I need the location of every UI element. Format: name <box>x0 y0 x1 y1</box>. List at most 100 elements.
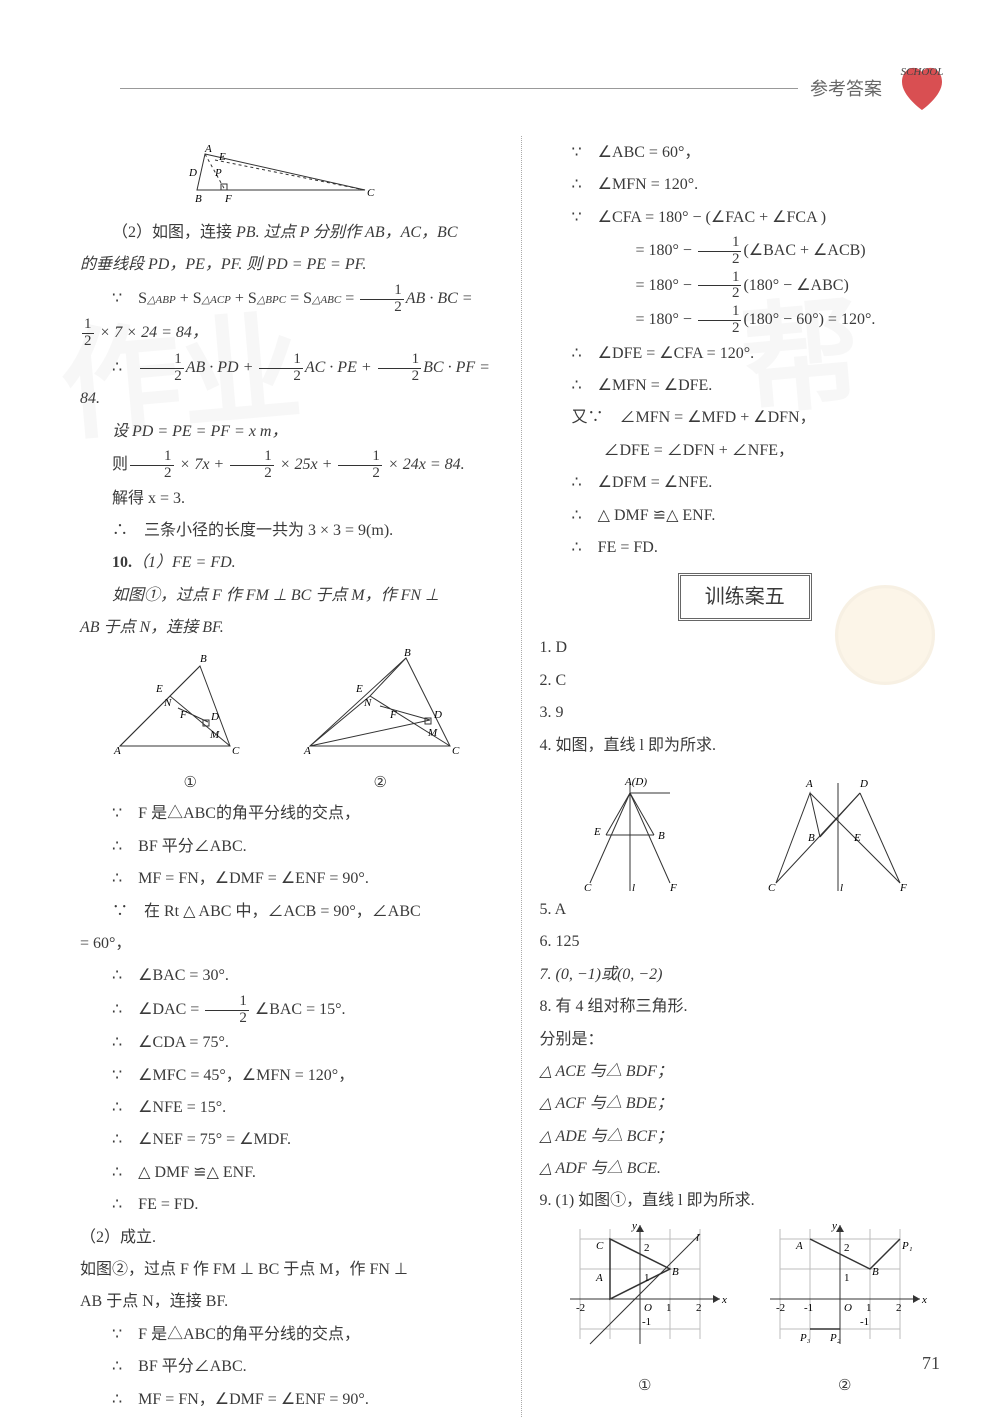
eq1-m4: = <box>341 290 358 307</box>
svg-text:A: A <box>204 143 212 155</box>
left-column: A E D P B F C （2）如图，连接 PB. 过点 P 分别作 AB，A… <box>80 136 491 1417</box>
svg-text:B: B <box>195 193 202 205</box>
eq6: 解得 x = 3. <box>80 484 491 514</box>
left-steps: ∵ F 是△ABC的角平分线的交点，∴ BF 平分∠ABC.∴ MF = FN，… <box>80 799 491 1415</box>
svg-text:P₁: P₁ <box>901 1240 913 1252</box>
proof-step: ∵ F 是△ABC的角平分线的交点， <box>80 799 491 829</box>
eq7: ∴ 三条小径的长度一共为 3 × 3 = 9(m). <box>80 516 491 546</box>
q8a: 8. 有 4 组对称三角形. <box>540 992 951 1022</box>
proof-step: ∵ 在 Rt △ ABC 中，∠ACB = 90°，∠ABC <box>80 897 491 927</box>
svg-text:C: C <box>367 187 375 199</box>
svg-text:C: C <box>584 882 592 893</box>
eq3-b2: AC · PE + <box>305 359 376 376</box>
p10-label: 10. <box>112 554 132 571</box>
svg-text:O: O <box>644 1302 652 1314</box>
eq6-body: 解得 x = 3. <box>112 490 185 507</box>
svg-text:A: A <box>795 1240 803 1252</box>
header-label: 参考答案 <box>810 75 882 101</box>
proof-step: ∴ ∠MFN = 120°. <box>540 170 951 200</box>
q1: 1. D <box>540 633 951 663</box>
svg-text:N: N <box>363 697 372 709</box>
diagram-q9-grids: x y A B C O l -2 1 2 1 2 -1 ① <box>540 1219 951 1401</box>
page-header: 参考答案 SCHOOL <box>80 60 950 116</box>
q2: 2. C <box>540 666 951 696</box>
svg-text:1: 1 <box>644 1272 650 1284</box>
svg-text:-2: -2 <box>576 1302 585 1314</box>
proof-step: = 180° − 12(∠BAC + ∠ACB) <box>540 235 951 268</box>
eq1-m2: + S <box>231 290 257 307</box>
p2-line1: （2）如图，连接 PB. 过点 P 分别作 AB，AC，BC <box>80 218 491 248</box>
proof-step: = 60°， <box>80 929 491 959</box>
proof-step: ∵ F 是△ABC的角平分线的交点， <box>80 1320 491 1350</box>
q8b: 分别是： <box>540 1025 951 1055</box>
grid-label-1: ① <box>560 1372 730 1401</box>
svg-text:F: F <box>224 193 232 205</box>
grid-label-2: ② <box>760 1372 930 1401</box>
proof-step: ∴ ∠MFN = ∠DFE. <box>540 371 951 401</box>
eq1-m1: + S <box>176 290 202 307</box>
svg-text:E: E <box>853 832 861 844</box>
proof-step: AB 于点 N，连接 BF. <box>80 1287 491 1317</box>
grid-2: x y A B P₁ P₂ P₃ O -2 -1 1 2 1 2 -1 <box>760 1219 930 1359</box>
svg-text:D: D <box>433 709 442 721</box>
proof-step: ∴ △ DMF ≌△ ENF. <box>80 1158 491 1188</box>
grid-1: x y A B C O l -2 1 2 1 2 -1 <box>560 1219 730 1359</box>
svg-text:B: B <box>872 1266 879 1278</box>
eq1-s1: △ABP <box>147 294 176 306</box>
svg-text:E: E <box>155 683 163 695</box>
svg-text:M: M <box>209 729 220 741</box>
eq5-p: 则 <box>112 456 128 473</box>
q5: 5. A <box>540 895 951 925</box>
q4: 4. 如图，直线 l 即为所求. <box>540 731 951 761</box>
svg-text:A: A <box>805 778 813 790</box>
svg-text:-2: -2 <box>776 1302 785 1314</box>
eq1-s3: △BPC <box>257 294 286 306</box>
svg-text:C: C <box>452 745 460 756</box>
proof-step: ∵ ∠MFC = 45°，∠MFN = 120°， <box>80 1061 491 1091</box>
svg-text:x: x <box>921 1294 927 1306</box>
eq5-b2: × 25x + <box>276 456 337 473</box>
q8-item: △ ADE 与△ BCF； <box>540 1122 951 1152</box>
svg-text:-1: -1 <box>804 1302 813 1314</box>
school-text: SCHOOL <box>901 66 944 78</box>
eq1-rest: AB · BC = <box>406 290 473 307</box>
svg-text:C: C <box>596 1240 604 1252</box>
p2-body2: 的垂线段 PD，PE，PF. 则 PD = PE = PF. <box>80 256 366 273</box>
eq2-body: × 7 × 24 = 84， <box>96 324 208 341</box>
right-column: ∵ ∠ABC = 60°，∴ ∠MFN = 120°.∵ ∠CFA = 180°… <box>521 136 951 1417</box>
section-wrap: 训练案五 <box>540 565 951 631</box>
page-number: 71 <box>922 1353 940 1374</box>
diagram-1: A B C E N F D M <box>110 646 270 756</box>
svg-text:O: O <box>844 1302 852 1314</box>
eq7-body: ∴ 三条小径的长度一共为 3 × 3 = 9(m). <box>112 522 393 539</box>
header-rule <box>120 88 798 89</box>
content-columns: A E D P B F C （2）如图，连接 PB. 过点 P 分别作 AB，A… <box>80 136 950 1417</box>
svg-text:B: B <box>808 832 815 844</box>
proof-step: ∴ ∠NEF = 75° = ∠MDF. <box>80 1125 491 1155</box>
svg-text:P₃: P₃ <box>799 1332 811 1344</box>
proof-step: ∴ ∠NFE = 15°. <box>80 1093 491 1123</box>
proof-step: ∴ FE = FD. <box>540 533 951 563</box>
svg-text:E: E <box>355 683 363 695</box>
svg-text:y: y <box>631 1220 637 1232</box>
svg-text:l: l <box>632 882 635 893</box>
svg-text:P: P <box>214 167 222 179</box>
svg-text:B: B <box>404 647 411 659</box>
proof-step: ∵ ∠CFA = 180° − (∠FAC + ∠FCA ) <box>540 203 951 233</box>
school-badge: SCHOOL <box>894 60 950 116</box>
proof-step: ∴ ∠BAC = 30°. <box>80 961 491 991</box>
eq4: 设 PD = PE = PF = x m， <box>80 417 491 447</box>
svg-text:2: 2 <box>844 1242 850 1254</box>
svg-text:A: A <box>303 745 311 756</box>
p10-3b: AB 于点 N，连接 BF. <box>80 619 224 636</box>
proof-step: ∴ BF 平分∠ABC. <box>80 1352 491 1382</box>
proof-step: ∴ MF = FN，∠DMF = ∠ENF = 90°. <box>80 864 491 894</box>
svg-text:N: N <box>163 697 172 709</box>
svg-text:2: 2 <box>696 1302 702 1314</box>
q8-item: △ ACF 与△ BDE； <box>540 1089 951 1119</box>
svg-text:B: B <box>672 1266 679 1278</box>
svg-text:B: B <box>200 653 207 665</box>
proof-step: ∠DFE = ∠DFN + ∠NFE， <box>540 436 951 466</box>
section-title: 训练案五 <box>678 573 812 621</box>
p10-head: 10.（1）FE = FD. <box>80 548 491 578</box>
